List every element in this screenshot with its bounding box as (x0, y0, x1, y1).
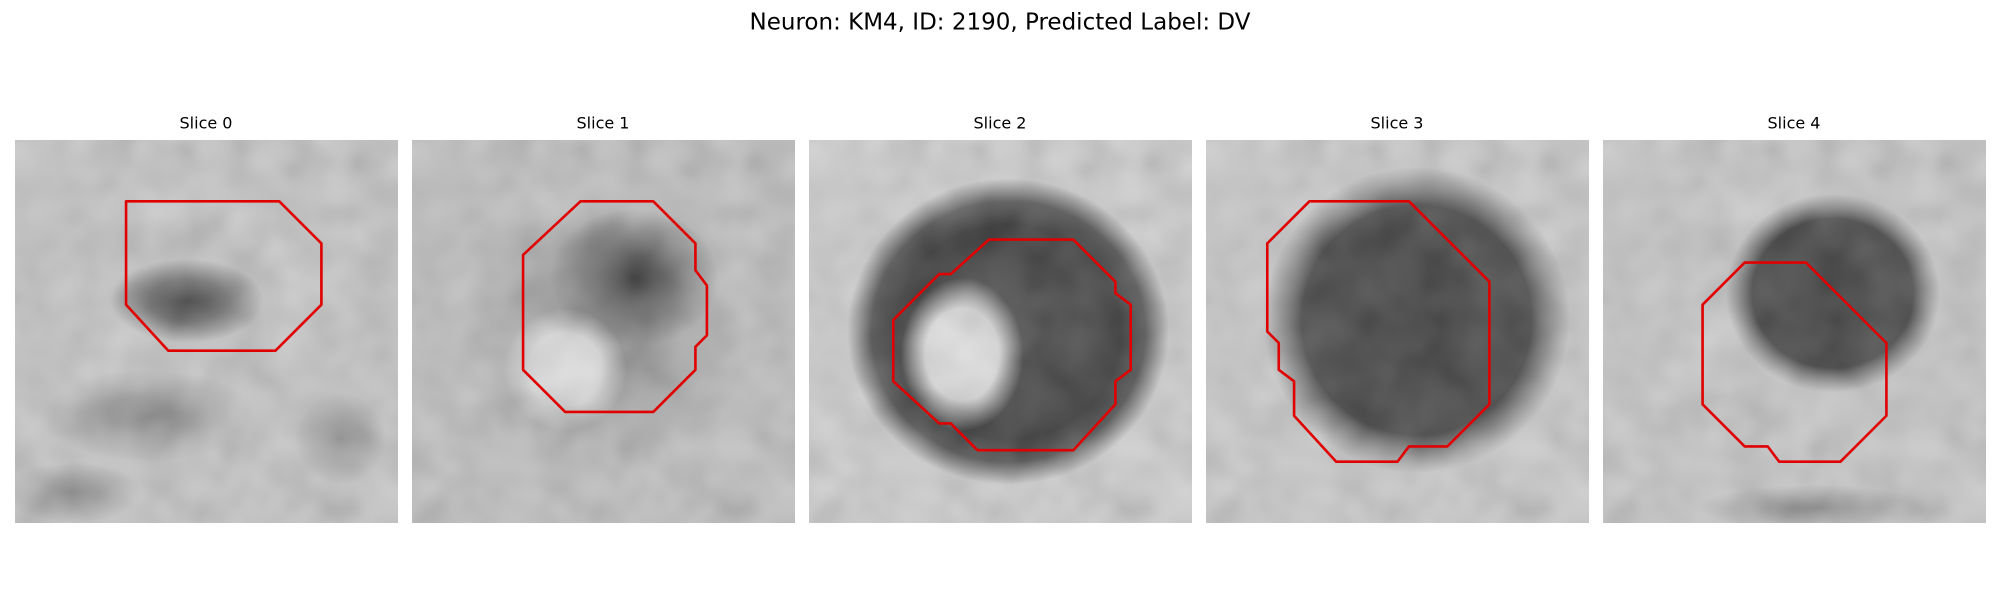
contour (523, 201, 707, 412)
slice-image (412, 140, 795, 523)
contour (1703, 263, 1887, 462)
contour (126, 201, 321, 350)
figure-title: Neuron: KM4, ID: 2190, Predicted Label: … (750, 10, 1251, 36)
panel: Slice 1 (412, 114, 795, 523)
panel-title: Slice 1 (577, 114, 630, 133)
slice-image (1603, 140, 1986, 523)
panel: Slice 4 (1603, 114, 1986, 523)
slice-image (1206, 140, 1589, 523)
slice-image (809, 140, 1192, 523)
panel-title: Slice 0 (180, 114, 233, 133)
contour (893, 240, 1130, 451)
panel: Slice 0 (15, 114, 398, 523)
contour (1267, 201, 1489, 461)
panel: Slice 2 (809, 114, 1192, 523)
slice-image (15, 140, 398, 523)
panel-title: Slice 4 (1768, 114, 1821, 133)
panel-title: Slice 3 (1371, 114, 1424, 133)
panel-title: Slice 2 (974, 114, 1027, 133)
panel: Slice 3 (1206, 114, 1589, 523)
